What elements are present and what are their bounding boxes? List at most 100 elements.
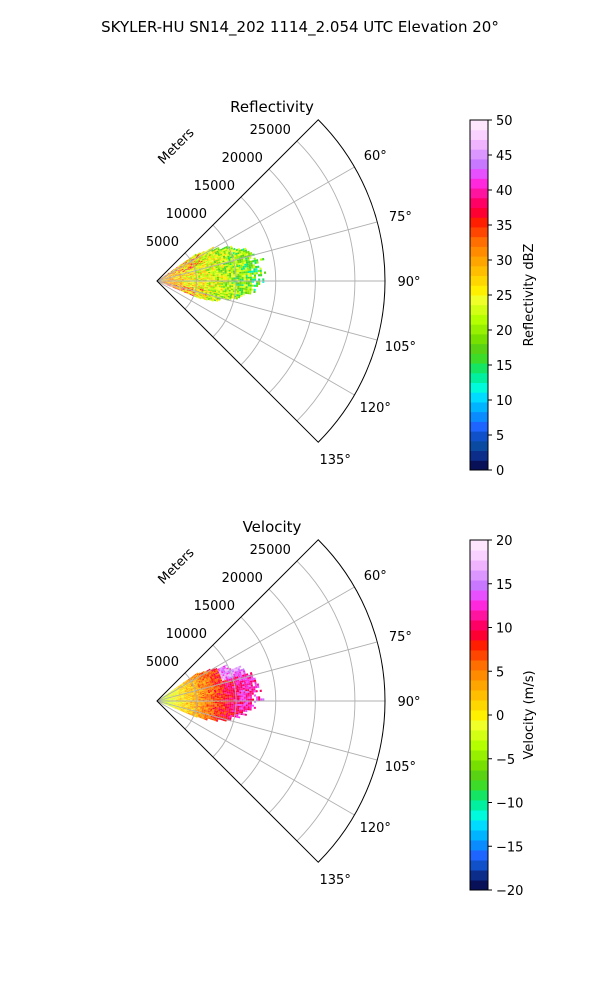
data-cell	[170, 285, 173, 287]
data-cell	[177, 688, 180, 691]
data-cell	[224, 290, 227, 293]
data-cell	[196, 266, 199, 269]
data-cell	[179, 268, 182, 270]
data-cell	[215, 680, 219, 683]
data-cell	[237, 248, 241, 251]
data-cell	[211, 290, 215, 292]
data-cell	[209, 256, 213, 259]
data-cell	[192, 267, 195, 270]
data-cell	[208, 673, 211, 676]
data-cell	[186, 702, 189, 703]
data-cell	[243, 707, 246, 710]
data-cell	[183, 697, 186, 699]
colorbar-swatch	[470, 265, 488, 277]
data-cell	[227, 670, 230, 673]
data-cell	[179, 268, 182, 271]
data-cell	[198, 260, 201, 263]
data-cell	[176, 708, 179, 710]
data-cell	[204, 265, 207, 268]
data-cell	[222, 290, 225, 293]
data-cell	[174, 274, 177, 276]
data-cell	[209, 670, 212, 674]
data-cell	[176, 687, 179, 690]
data-cell	[230, 708, 234, 711]
data-cell	[186, 282, 189, 283]
data-cell	[201, 258, 205, 261]
data-cell	[229, 282, 232, 284]
colorbar-swatch	[470, 440, 488, 452]
data-cell	[238, 712, 241, 715]
data-cell	[176, 692, 179, 694]
data-cell	[247, 694, 250, 697]
data-cell	[239, 284, 242, 287]
data-cell	[170, 270, 173, 272]
data-cell	[197, 270, 200, 273]
data-cell	[208, 674, 212, 677]
data-cell	[162, 696, 165, 698]
data-cell	[170, 275, 174, 277]
colorbar-swatch	[470, 411, 488, 422]
data-cell	[166, 284, 169, 286]
data-cell	[203, 681, 206, 684]
data-cell	[227, 276, 230, 278]
data-cell	[206, 704, 209, 707]
data-cell	[203, 263, 207, 266]
data-cell	[230, 288, 234, 291]
azimuth-tick-label: 90°	[397, 275, 420, 290]
data-cell	[234, 667, 238, 670]
data-cell	[194, 275, 197, 277]
data-cell	[195, 678, 198, 681]
data-cell	[200, 293, 203, 295]
data-cell	[190, 290, 194, 292]
data-cell	[231, 274, 234, 277]
data-cell	[208, 284, 211, 286]
data-cell	[236, 686, 239, 689]
data-cell	[167, 698, 170, 700]
data-cell	[236, 270, 240, 273]
data-cell	[175, 279, 178, 280]
data-cell	[196, 253, 199, 256]
data-cell	[212, 283, 215, 285]
data-cell	[232, 290, 235, 293]
data-cell	[200, 705, 203, 707]
data-cell	[179, 705, 182, 707]
data-cell	[165, 282, 168, 283]
data-cell	[232, 711, 235, 714]
data-cell	[212, 699, 215, 701]
data-cell	[190, 704, 193, 706]
data-cell	[174, 693, 177, 695]
data-cell	[191, 676, 194, 679]
data-cell	[188, 282, 191, 283]
data-cell	[221, 702, 224, 704]
data-cell	[174, 286, 177, 288]
data-cell	[201, 287, 205, 289]
data-cell	[252, 264, 256, 267]
data-cell	[200, 284, 203, 286]
colorbar-swatch	[470, 197, 488, 208]
data-cell	[202, 713, 205, 716]
data-cell	[173, 283, 176, 285]
data-cell	[168, 274, 171, 276]
polar-grid	[156, 140, 385, 422]
data-cell	[175, 702, 178, 704]
data-cell	[177, 283, 180, 284]
data-cell	[175, 696, 178, 698]
data-cell	[247, 250, 250, 254]
data-cell	[188, 268, 191, 270]
data-cell	[201, 709, 204, 711]
data-cell	[178, 691, 181, 693]
data-cell	[254, 261, 257, 265]
data-cell	[197, 693, 201, 695]
data-cell	[173, 696, 176, 698]
data-cell	[195, 685, 199, 688]
data-cell	[229, 699, 232, 701]
data-cell	[196, 261, 199, 264]
data-cell	[204, 706, 207, 709]
data-cell	[251, 284, 254, 287]
data-cell	[181, 278, 184, 279]
data-cell	[255, 267, 258, 271]
data-cell	[242, 668, 245, 671]
data-cell	[178, 266, 181, 268]
data-cell	[171, 698, 174, 700]
data-cell	[162, 283, 165, 285]
